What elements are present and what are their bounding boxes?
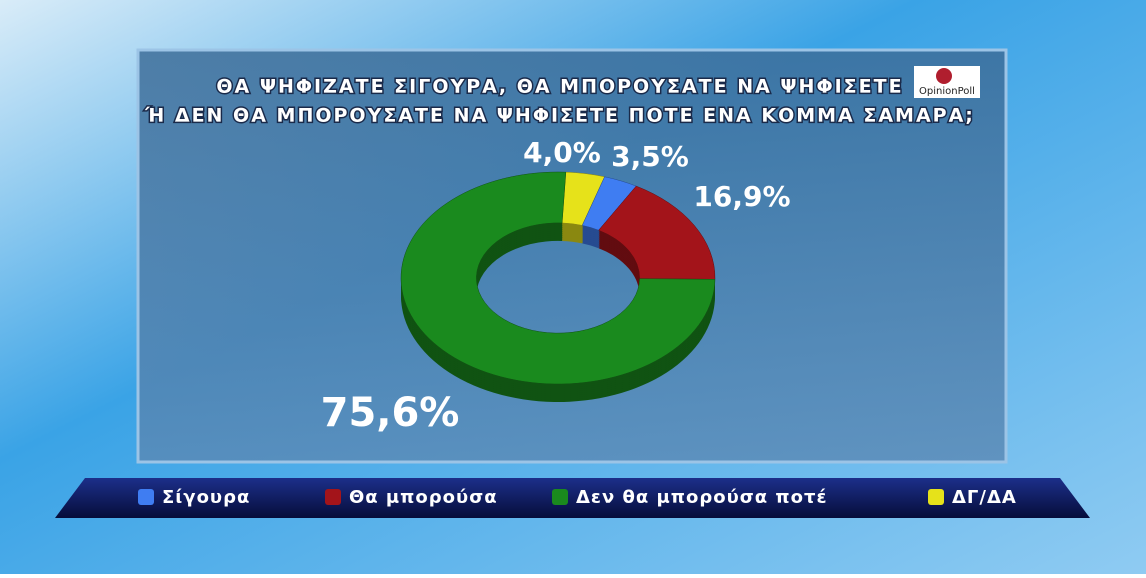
logo-icon (936, 68, 952, 84)
logo: OpinionPoll (919, 86, 975, 97)
legend-swatch (928, 489, 944, 505)
value-label: 3,5% (611, 140, 689, 173)
legend-bar (55, 478, 1090, 518)
legend-swatch (552, 489, 568, 505)
chart-title: ΘΑ ΨΗΦΙΖΑΤΕ ΣΙΓΟΥΡΑ, ΘΑ ΜΠΟΡΟΥΣΑΤΕ ΝΑ ΨΗ… (216, 76, 903, 98)
value-label: 16,9% (693, 180, 790, 213)
legend-label: Θα μπορούσα (349, 487, 498, 508)
legend-label: Δεν θα μπορούσα ποτέ (576, 487, 828, 508)
chart-title: Ή ΔΕΝ ΘΑ ΜΠΟΡΟΥΣΑΤΕ ΝΑ ΨΗΦΙΣΕΤΕ ΠΟΤΕ ΕΝΑ… (144, 105, 975, 127)
legend-label: Σίγουρα (162, 487, 250, 508)
slice (400, 171, 716, 385)
legend-label: ΔΓ/ΔΑ (952, 487, 1017, 508)
value-label: 75,6% (321, 390, 460, 436)
legend-swatch (325, 489, 341, 505)
legend-swatch (138, 489, 154, 505)
value-label: 4,0% (523, 136, 601, 169)
